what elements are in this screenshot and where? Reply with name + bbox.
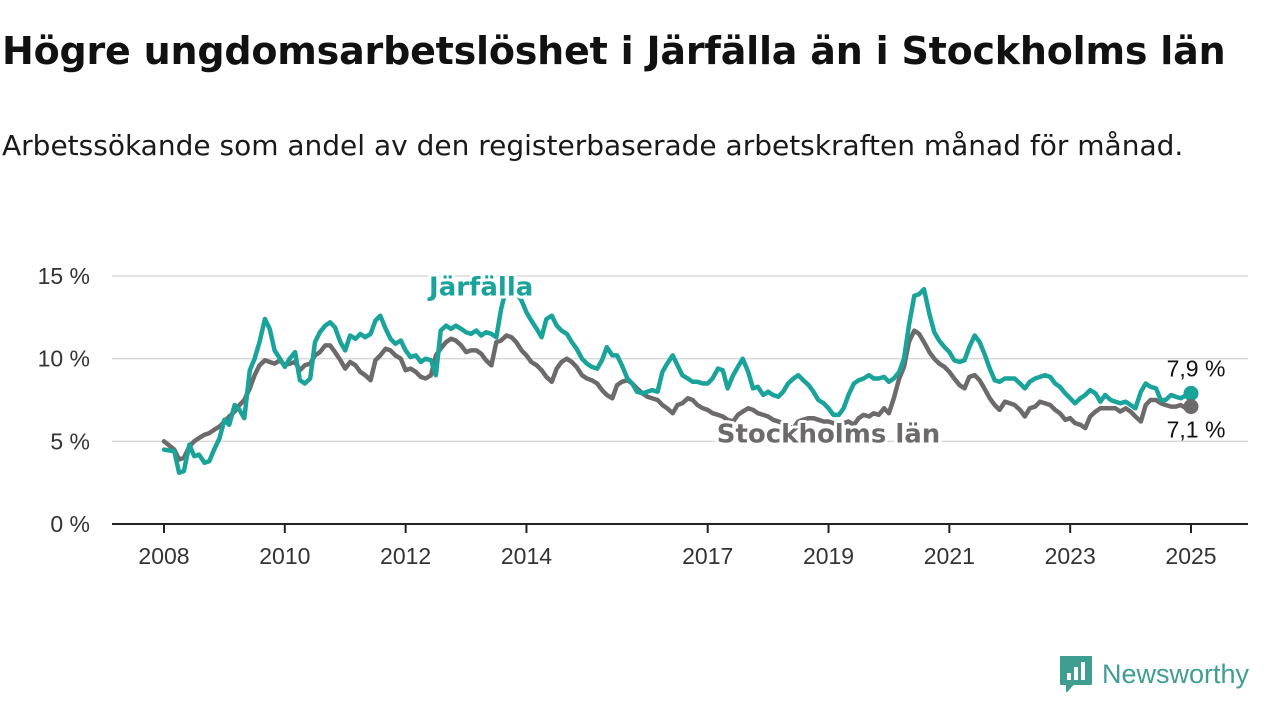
- series-labels: 7,9 % 7,1 % Järfälla Stockholms län: [424, 270, 1226, 453]
- series-end-point: [1183, 385, 1199, 401]
- y-tick-label: 15 %: [38, 263, 90, 289]
- x-tick-label: 2025: [1165, 543, 1216, 569]
- x-tick-label: 2023: [1045, 543, 1096, 569]
- x-tick-label: 2014: [501, 543, 552, 569]
- series-name-label: Järfälla: [427, 273, 533, 303]
- x-axis: 2008 2010 2012 2014 2017 2019 2021 2023 2025: [112, 523, 1248, 569]
- series-lines: [161, 282, 1194, 475]
- brand-name: Newsworthy: [1102, 658, 1250, 689]
- x-tick-label: 2010: [259, 543, 310, 569]
- y-tick-label: 0 %: [50, 511, 90, 537]
- series-end-label: 7,1 %: [1167, 417, 1226, 443]
- line-chart: 0 %5 %10 %15 % 2008 2010 2012 2014 2017 2019 2…: [38, 263, 1248, 569]
- series-line-stockholms-lan: [161, 328, 1194, 462]
- y-tick-label: 5 %: [50, 428, 90, 454]
- x-tick-label: 2019: [803, 543, 854, 569]
- grid-lines: [112, 275, 1248, 443]
- series-name-label: Stockholms län: [717, 420, 941, 450]
- series-end-point: [1183, 399, 1199, 415]
- series-line-jarfalla: [161, 282, 1194, 475]
- series-end-label: 7,9 %: [1167, 355, 1226, 381]
- newsworthy-logo-icon: [1060, 656, 1092, 692]
- x-tick-label: 2008: [138, 543, 189, 569]
- page-title: Högre ungdomsarbetslöshet i Järfälla än …: [2, 29, 1226, 73]
- x-tick-label: 2012: [380, 543, 431, 569]
- x-tick-label: 2021: [924, 543, 975, 569]
- x-tick-label: 2017: [682, 543, 733, 569]
- brand-logo: Newsworthy: [1058, 654, 1249, 694]
- page-subtitle: Arbetssökande som andel av den registerb…: [2, 129, 1184, 162]
- y-tick-label: 10 %: [38, 346, 90, 372]
- y-axis-tick-labels: 0 % 5 % 10 % 15 %: [38, 263, 90, 537]
